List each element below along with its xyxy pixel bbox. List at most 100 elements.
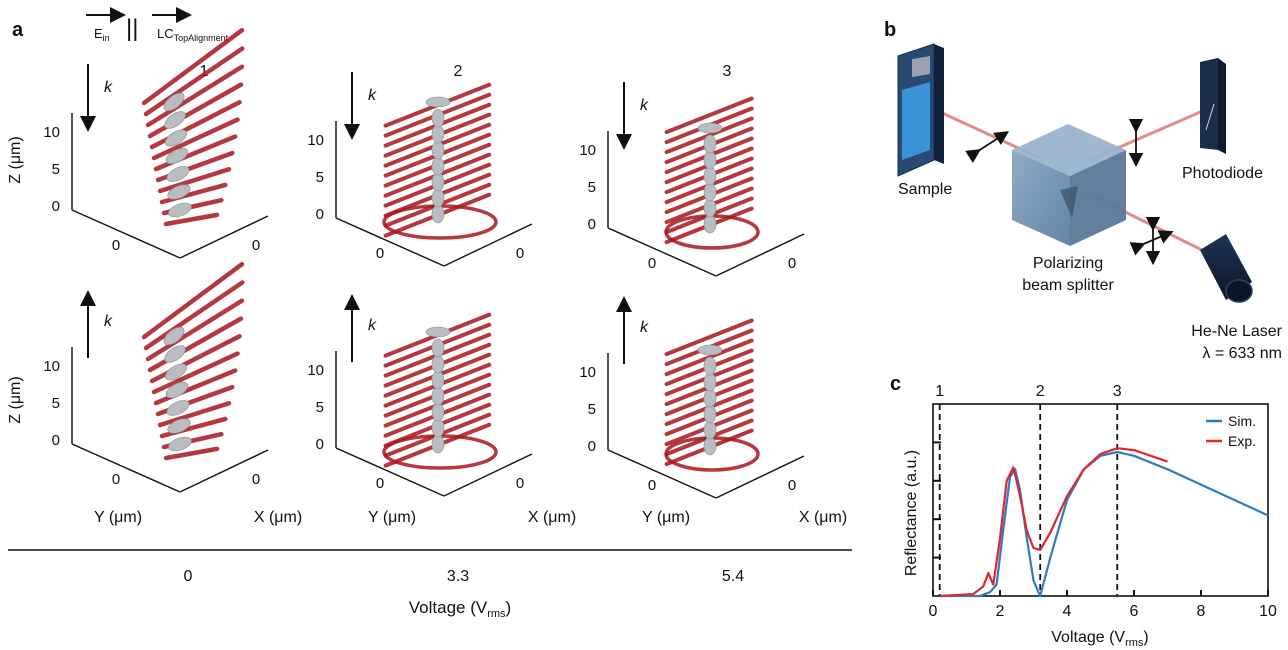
k-label: k (104, 79, 113, 96)
x-zero-label: 0 (252, 237, 260, 254)
k-label: k (640, 319, 649, 336)
lc-cell-3: 0 5 10 0 0 k (579, 82, 805, 277)
lc-molecule (163, 326, 185, 346)
lc-molecule (431, 188, 445, 208)
marker-label-1: 1 (935, 383, 944, 400)
y-axis-label-1: Y (μm) (94, 509, 142, 526)
z-tick-label: 0 (52, 198, 60, 215)
director-rod (143, 46, 245, 117)
x-tick-label: 2 (996, 603, 1005, 620)
director-rod (145, 64, 245, 128)
k-label: k (640, 97, 649, 114)
lc-molecule (431, 418, 445, 438)
y-zero-label: 0 (648, 255, 656, 272)
z-tick-label: 0 (588, 438, 596, 455)
lc-cell-2: 0 5 10 0 0 k (307, 72, 533, 267)
z-tick-label: 10 (307, 362, 324, 379)
panel-a-letter: a (12, 19, 24, 41)
director-rod (664, 318, 754, 357)
z-tick-label: 5 (52, 395, 60, 412)
lc-molecule (167, 418, 191, 434)
axis-x-line (443, 453, 533, 497)
lc-molecule (703, 372, 717, 392)
lc-molecule (703, 166, 717, 186)
director-rod (664, 96, 754, 135)
lc-molecule (431, 370, 445, 390)
series-line-1 (939, 447, 1168, 598)
lc-molecule (703, 404, 717, 424)
z-tick-label: 0 (52, 432, 60, 449)
lc-molecule (425, 326, 451, 338)
laser-label-line2: λ = 633 nm (1202, 345, 1282, 362)
lc-molecule (431, 338, 445, 358)
z-tick-label: 0 (316, 206, 324, 223)
lc-molecule (425, 96, 451, 108)
axis-y-line (71, 209, 181, 259)
voltage-axis-label: Voltage (Vrms) (409, 598, 511, 620)
lc-molecule (163, 92, 185, 112)
column-label-1: 1 (200, 63, 209, 80)
marker-label-2: 2 (1036, 383, 1045, 400)
axis-x-line (715, 233, 805, 277)
laser-icon (1200, 234, 1253, 303)
axis-x-line (179, 449, 269, 493)
lc-molecule (697, 344, 723, 356)
y-zero-label: 0 (112, 471, 120, 488)
e-in-label: Ein (94, 26, 110, 43)
x-tick-label: 8 (1197, 603, 1206, 620)
splitter-label-line1: Polarizing (1033, 255, 1103, 272)
lc-molecule (165, 147, 189, 165)
axis-y-line (607, 227, 717, 277)
lc-cell-4: 0 5 10 0 0 k (43, 261, 269, 493)
director-rod (141, 261, 245, 340)
x-zero-label: 0 (516, 475, 524, 492)
axis-x-line (715, 455, 805, 499)
lc-molecule (703, 150, 717, 170)
lc-molecule (703, 436, 717, 456)
lc-molecule (703, 388, 717, 408)
x-zero-label: 0 (516, 245, 524, 262)
z-tick-label: 5 (316, 399, 324, 416)
panel-c-letter: c (890, 373, 901, 395)
lc-molecule (431, 172, 445, 192)
k-label: k (368, 87, 377, 104)
lc-alignment-label: LCTopAlignment (157, 26, 229, 43)
lc-molecule (164, 345, 186, 363)
marker-label-3: 3 (1113, 383, 1122, 400)
k-label: k (104, 313, 113, 330)
z-tick-label: 0 (588, 216, 596, 233)
beam-splitter-cube-icon (1012, 124, 1126, 246)
sample-label: Sample (898, 181, 952, 198)
voltage-value-2: 3.3 (447, 568, 469, 585)
lc-molecule (703, 134, 717, 154)
lc-cell-1: 0 5 10 0 0 k (43, 27, 269, 259)
parallel-symbol: || (126, 15, 138, 42)
director-rod (151, 117, 240, 161)
z-tick-label: 10 (43, 358, 60, 375)
plot-frame (932, 403, 1269, 597)
panel-a: a Ein || LCTopAlignment 1 2 3 Z (μm) Z (… (7, 7, 852, 620)
lc-molecule (431, 140, 445, 160)
axis-x-line (179, 215, 269, 259)
axis-y-line (607, 449, 717, 499)
director-rod (163, 212, 220, 227)
z-tick-label: 5 (316, 169, 324, 186)
lc-molecule (431, 124, 445, 144)
z-tick-label: 10 (579, 364, 596, 381)
axis-x-line (443, 223, 533, 267)
panel-c: c Reflectance (a.u.) Voltage (Vrms) 0 2 4 6… (890, 373, 1277, 649)
lc-molecule (168, 202, 192, 218)
voltage-value-3: 5.4 (722, 568, 744, 585)
lc-molecule (166, 400, 190, 416)
lc-molecule (431, 204, 445, 224)
polarization-arrow-laser-diagonal-icon (1129, 230, 1174, 256)
lc-molecule (697, 122, 723, 134)
lc-molecule (165, 363, 187, 381)
z-tick-label: 0 (316, 436, 324, 453)
lc-molecule (166, 166, 190, 182)
y-zero-label: 0 (376, 245, 384, 262)
lc-molecule (431, 434, 445, 454)
chart-xlabel: Voltage (Vrms) (1051, 629, 1148, 649)
